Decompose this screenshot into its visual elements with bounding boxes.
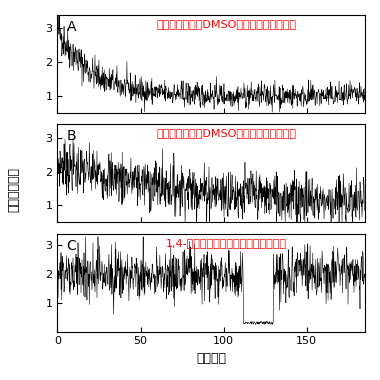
- Text: B: B: [66, 129, 76, 143]
- Text: 窒素で飽和したDMSO中での発光の安定化: 窒素で飽和したDMSO中での発光の安定化: [157, 128, 296, 138]
- Text: 1,4-アミノブタンによる発光の安定化: 1,4-アミノブタンによる発光の安定化: [166, 238, 287, 248]
- Text: A: A: [66, 20, 76, 34]
- X-axis label: 時間，秒: 時間，秒: [196, 352, 226, 365]
- Text: 空気で飽和したDMSO中での早い発光減少: 空気で飽和したDMSO中での早い発光減少: [157, 19, 296, 29]
- Text: 相対発光強度: 相対発光強度: [8, 168, 21, 212]
- Text: C: C: [66, 239, 76, 253]
